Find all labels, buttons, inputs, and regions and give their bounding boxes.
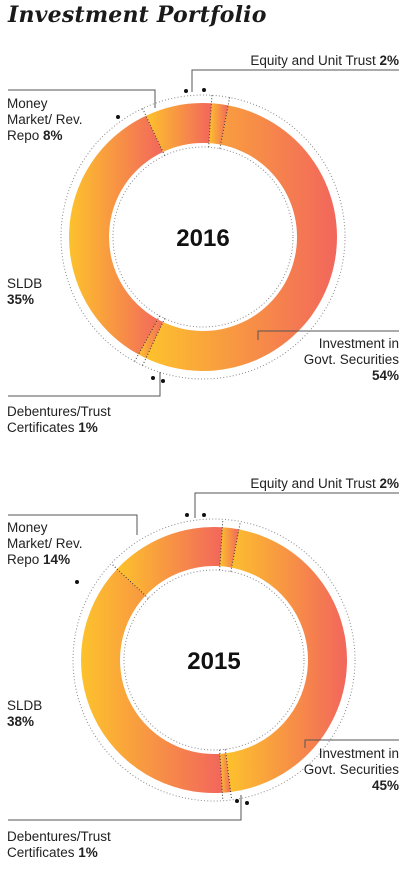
label-money-line1: Money: [7, 96, 48, 111]
label-debentures-line2: Certificates: [7, 845, 75, 860]
donut-slice-money: [117, 527, 223, 596]
callout-dot: [202, 513, 206, 517]
label-sldb-2015: SLDB 38%: [7, 698, 42, 730]
outer-dotted-ring: [72, 518, 356, 802]
label-money-line3: Repo: [7, 128, 40, 143]
center-year-label: 2015: [187, 648, 240, 675]
chart-2015: 2015 Equity and Unit Trust 2% Money Mark…: [0, 430, 407, 870]
label-debentures-value: 1%: [78, 420, 98, 435]
donut-slice-deb: [138, 319, 163, 359]
label-money-line3: Repo: [7, 552, 40, 567]
label-equity-name: Equity and Unit Trust: [250, 53, 376, 68]
callout-line-deb: [8, 372, 161, 397]
label-sldb-name: SLDB: [7, 276, 43, 291]
label-govt-line2: Govt. Securities: [303, 352, 399, 367]
callout-dot: [185, 513, 189, 517]
label-money-2015: Money Market/ Rev. Repo 14%: [7, 520, 83, 568]
callout-line-govt: [257, 330, 399, 340]
donut-chart-2016: 2016: [8, 69, 399, 397]
label-sldb-name: SLDB: [7, 698, 43, 713]
label-govt-line1: Investment in: [318, 336, 399, 351]
slice-separator: [219, 749, 224, 801]
label-debentures-value: 1%: [78, 845, 98, 860]
page-title: Investment Portfolio: [8, 2, 267, 28]
slice-separator: [219, 519, 224, 571]
callout-line-money: [8, 89, 156, 108]
slice-separator: [230, 521, 241, 572]
label-equity-value: 2%: [379, 476, 399, 491]
callout-dot: [161, 379, 165, 383]
donut-slice-govt: [225, 529, 348, 792]
label-sldb-value: 35%: [7, 292, 35, 307]
callout-dot: [184, 89, 188, 93]
callout-line-money: [8, 514, 138, 535]
outer-dotted-ring: [60, 94, 346, 380]
callout-dot: [151, 376, 155, 380]
label-equity-2015: Equity and Unit Trust 2%: [250, 476, 399, 492]
label-govt-2015: Investment in Govt. Securities 45%: [304, 746, 399, 794]
inner-dotted-ring: [112, 146, 294, 328]
label-money-value: 14%: [43, 552, 71, 567]
label-govt-2016: Investment in Govt. Securities 54%: [304, 336, 399, 384]
donut-slice-sldb: [68, 115, 163, 355]
label-equity-value: 2%: [379, 53, 399, 68]
callout-dot: [245, 801, 249, 805]
callout-line-equity: [191, 69, 399, 92]
slice-separator: [224, 749, 233, 800]
label-money-line1: Money: [7, 520, 48, 535]
callout-dot: [75, 580, 79, 584]
label-debentures-line2: Certificates: [7, 420, 75, 435]
label-equity-2016: Equity and Unit Trust 2%: [250, 53, 399, 69]
donut-slice-money: [145, 103, 212, 152]
label-govt-value: 45%: [371, 778, 399, 793]
label-debentures-2015: Debentures/Trust Certificates 1%: [7, 829, 111, 861]
donut-chart-2015: 2015: [8, 492, 399, 821]
chart-2016: 2016 Equity and Unit Trust 2% Money Mark…: [7, 53, 399, 436]
donut-slice-equity: [219, 527, 239, 568]
label-sldb-value: 38%: [7, 714, 35, 729]
callout-line-govt: [304, 739, 399, 748]
label-money-line2: Market/ Rev.: [7, 536, 83, 551]
callout-line-deb: [8, 795, 242, 821]
label-sldb-2016: SLDB 35%: [7, 276, 42, 308]
donut-slice-govt: [145, 105, 338, 372]
slice-separator: [110, 563, 149, 599]
label-money-2016: Money Market/ Rev. Repo 8%: [7, 96, 83, 144]
label-govt-value: 54%: [371, 368, 399, 383]
donut-slice-sldb: [81, 568, 223, 793]
label-debentures-line1: Debentures/Trust: [7, 829, 111, 844]
callout-dot: [202, 88, 206, 92]
label-equity-name: Equity and Unit Trust: [250, 476, 376, 491]
label-govt-line1: Investment in: [318, 746, 399, 761]
donut-slice-equity: [208, 103, 229, 145]
label-debentures-2016: Debentures/Trust Certificates 1%: [7, 404, 111, 436]
label-money-line2: Market/ Rev.: [7, 112, 83, 127]
callout-dot: [116, 115, 120, 119]
center-year-label: 2016: [176, 225, 229, 252]
donut-slice-deb: [219, 753, 231, 793]
label-govt-line2: Govt. Securities: [303, 762, 399, 777]
label-money-value: 8%: [43, 128, 63, 143]
callout-line-equity: [194, 492, 399, 518]
callout-dot: [235, 799, 239, 803]
label-debentures-line1: Debentures/Trust: [7, 404, 111, 419]
inner-dotted-ring: [123, 569, 305, 751]
